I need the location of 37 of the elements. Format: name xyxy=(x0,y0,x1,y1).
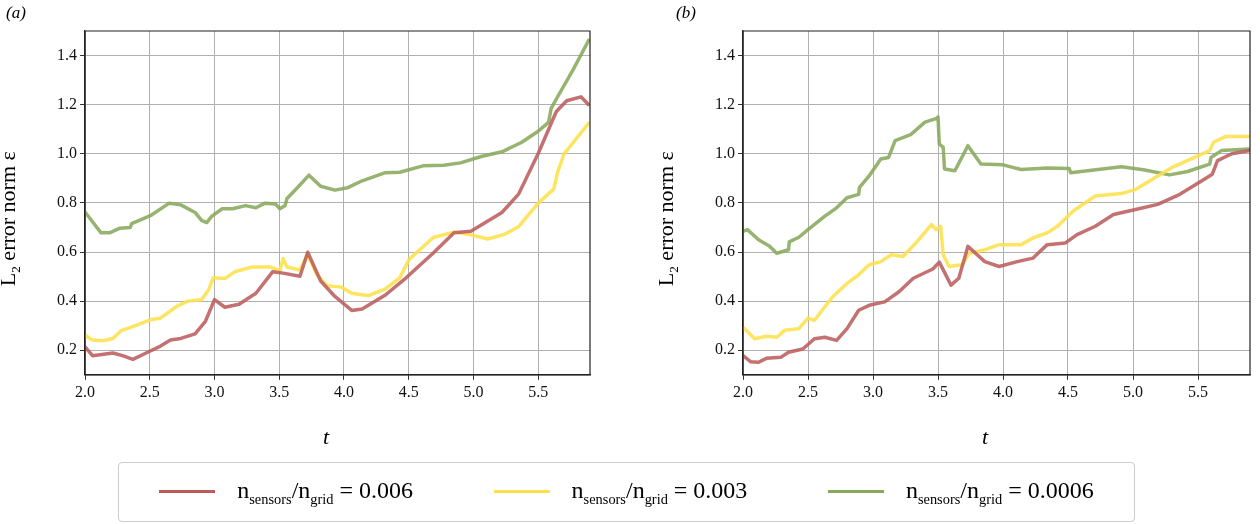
legend-label: n$_{sensors}$/n$_{grid}$ = 0.0006 xyxy=(905,476,1094,508)
x-tick-label: 5.5 xyxy=(1188,382,1208,400)
y-tick-label: 1.2 xyxy=(715,94,735,112)
x-tick-label: 2.0 xyxy=(75,382,95,400)
legend-label: n$_{sensors}$/n$_{grid}$ = 0.006 xyxy=(237,476,414,508)
x-axis-title: t xyxy=(323,424,330,450)
y-tick-label: 1.4 xyxy=(715,45,735,63)
y-tick-label: 1.0 xyxy=(57,143,77,161)
x-tick-label: 2.0 xyxy=(733,382,753,400)
x-tick-label: 5.0 xyxy=(1123,382,1143,400)
y-tick-label: 1.2 xyxy=(57,94,77,112)
x-tick-label: 4.5 xyxy=(1058,382,1078,400)
x-tick-label: 2.5 xyxy=(139,382,160,400)
x-tick-label: 4.0 xyxy=(993,382,1013,400)
y-tick-label: 0.2 xyxy=(57,340,77,358)
y-tick-label: 1.0 xyxy=(715,143,735,161)
y-tick-label: 0.8 xyxy=(57,193,77,211)
y-tick-label: 0.6 xyxy=(715,242,735,260)
y-tick-label: 0.8 xyxy=(715,193,735,211)
x-tick-label: 5.5 xyxy=(528,382,549,400)
x-tick-label: 2.5 xyxy=(798,382,818,400)
x-tick-label: 3.5 xyxy=(269,382,290,400)
x-tick-label: 3.5 xyxy=(928,382,948,400)
y-tick-label: 0.4 xyxy=(57,291,77,309)
x-tick-label: 4.5 xyxy=(398,382,419,400)
x-tick-label: 4.0 xyxy=(333,382,354,400)
y-tick-label: 0.6 xyxy=(57,242,77,260)
legend-label: n$_{sensors}$/n$_{grid}$ = 0.003 xyxy=(571,476,748,508)
x-axis-title: t xyxy=(982,424,989,450)
x-tick-label: 3.0 xyxy=(204,382,225,400)
x-tick-label: 5.0 xyxy=(463,382,484,400)
y-tick-label: 0.4 xyxy=(715,291,735,309)
y-tick-label: 0.2 xyxy=(715,340,735,358)
y-tick-label: 1.4 xyxy=(57,45,77,63)
text: (b) xyxy=(676,3,696,23)
text: (a) xyxy=(6,3,26,23)
x-tick-label: 3.0 xyxy=(863,382,883,400)
